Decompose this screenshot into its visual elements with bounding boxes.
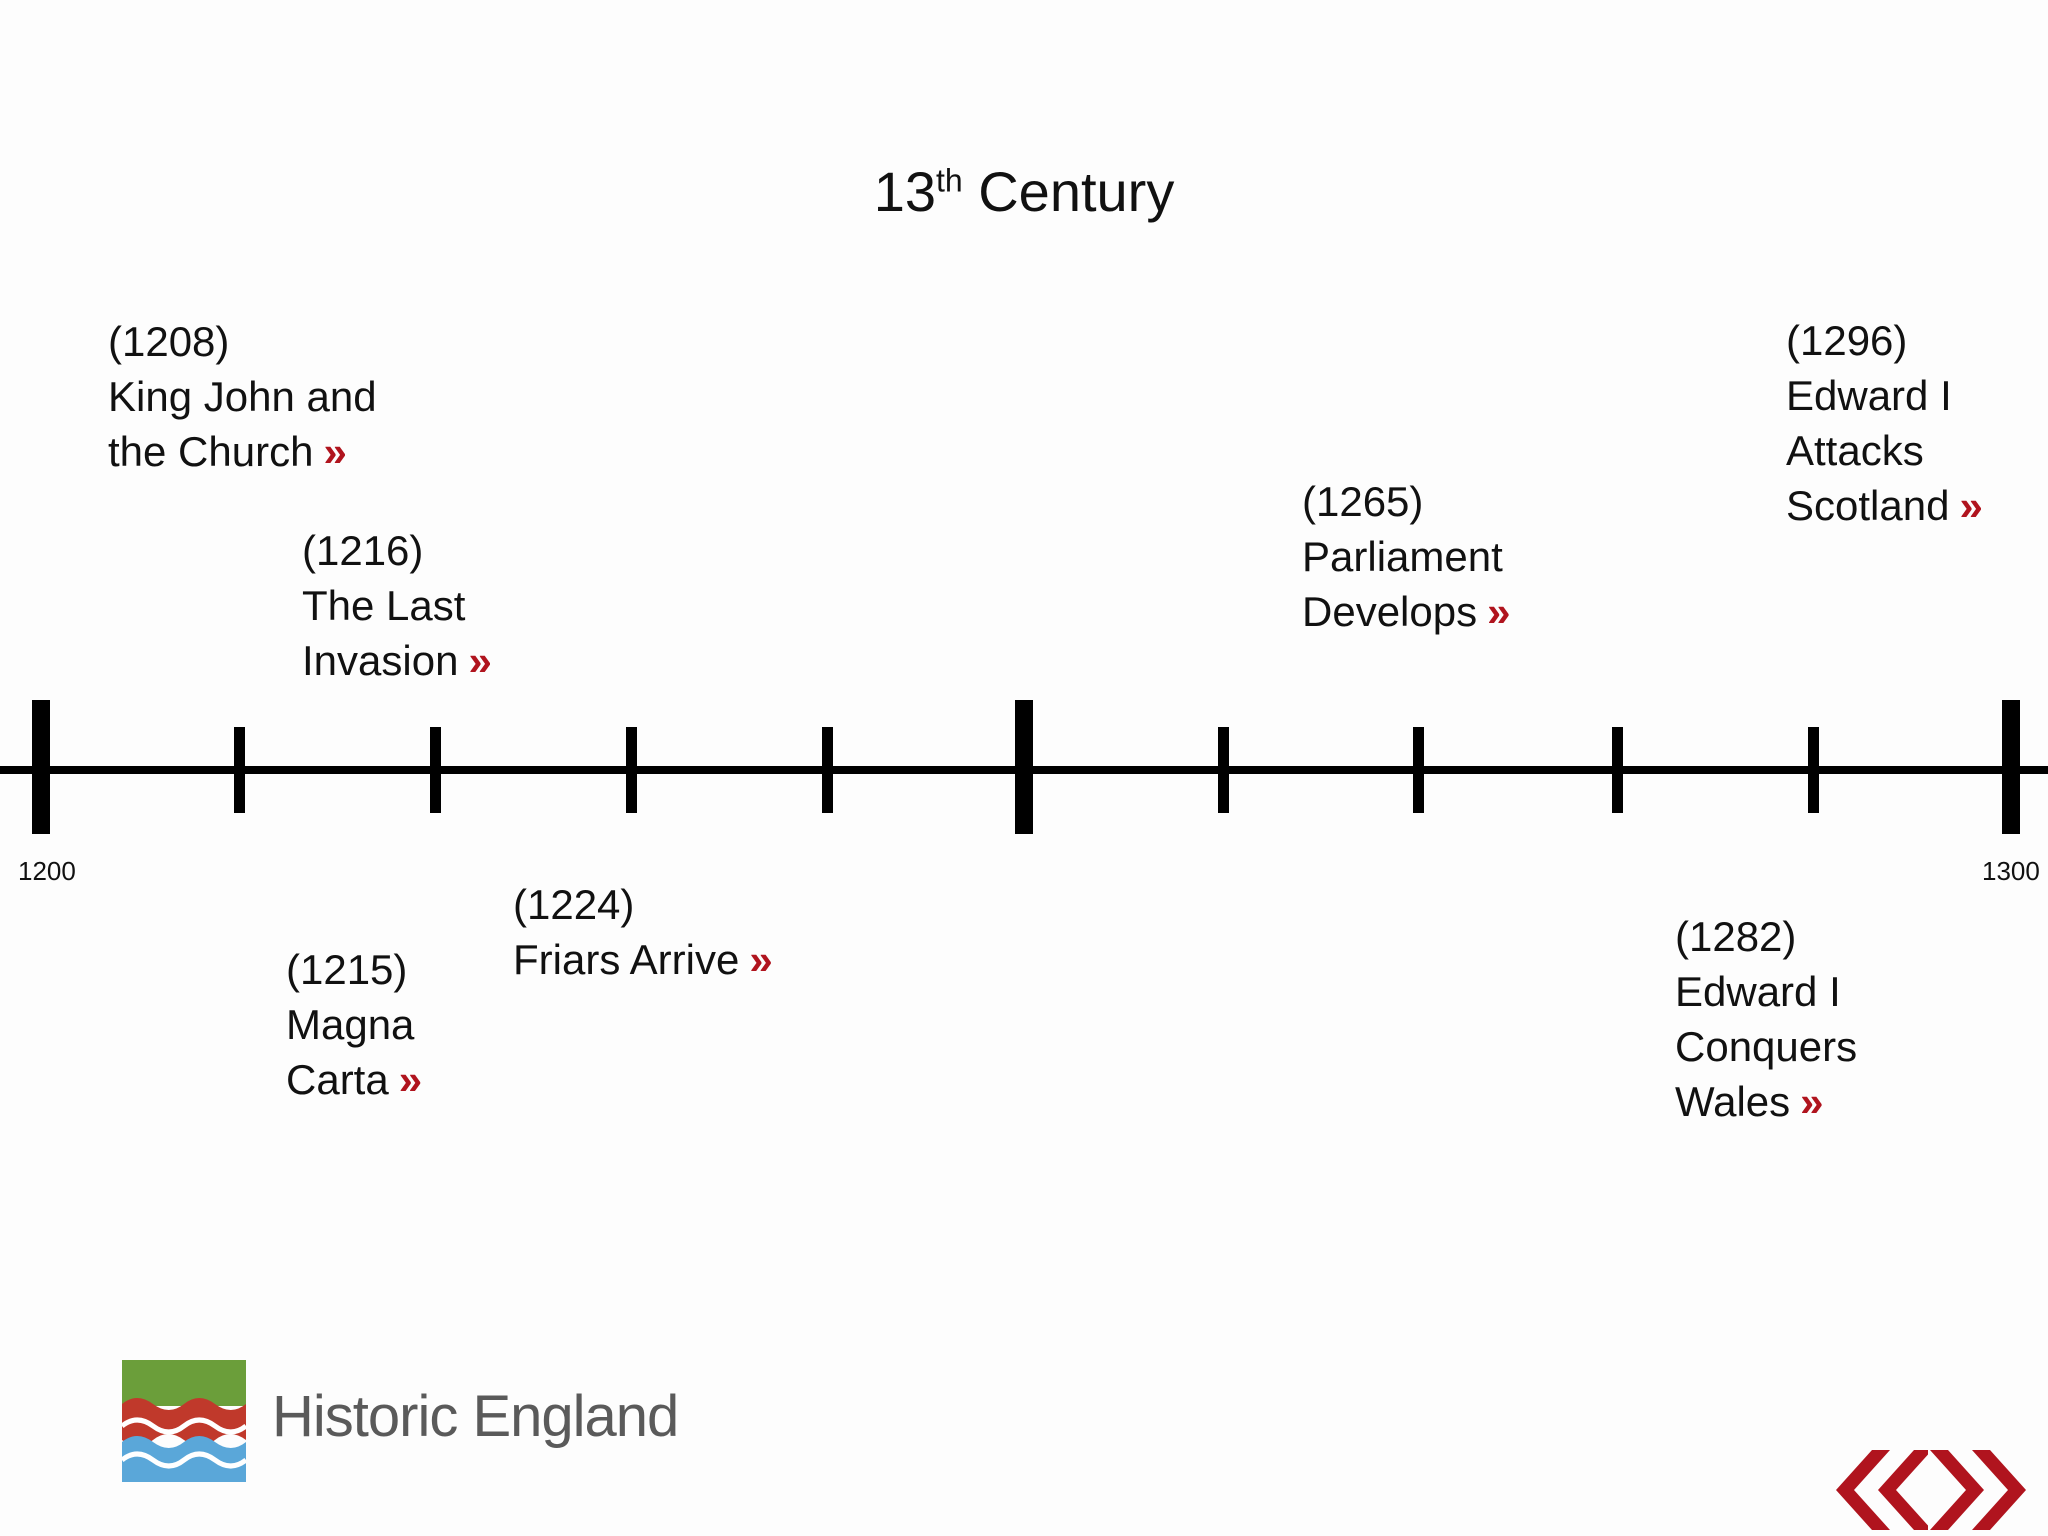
timeline-tick — [626, 727, 637, 813]
title-number: 13 — [873, 160, 936, 223]
event-year: (1265) — [1302, 478, 1424, 525]
axis-start-label: 1200 — [18, 856, 76, 886]
timeline-tick-major — [2002, 700, 2020, 834]
timeline-tick-major — [1015, 700, 1033, 834]
event-title-line: Conquers — [1675, 1023, 1858, 1070]
event-title-line: Invasion — [302, 637, 459, 684]
title-superscript: th — [935, 162, 963, 199]
event-1296[interactable]: (1296) Edward I Attacks Scotland» — [1786, 313, 1983, 533]
event-1215[interactable]: (1215) Magna Carta» — [286, 942, 422, 1107]
timeline-tick — [430, 727, 441, 813]
event-1282[interactable]: (1282) Edward I Conquers Wales» — [1675, 909, 1857, 1129]
more-link-icon[interactable]: » — [468, 637, 492, 684]
event-year: (1215) — [286, 946, 408, 993]
brand-name: Historic England — [272, 1384, 679, 1449]
event-year: (1216) — [302, 527, 424, 574]
double-chevron-right-icon[interactable] — [1930, 1432, 2030, 1536]
more-link-icon[interactable]: » — [1487, 588, 1511, 635]
timeline-tick-major — [32, 700, 50, 834]
event-title-line: the Church — [108, 428, 314, 475]
event-title-line: The Last — [302, 582, 466, 629]
timeline-tick — [234, 727, 245, 813]
more-link-icon[interactable]: » — [1800, 1078, 1824, 1125]
title-text: Century — [962, 160, 1175, 223]
historic-england-logo-icon — [122, 1360, 246, 1482]
event-title-line: Carta — [286, 1056, 389, 1103]
event-1216[interactable]: (1216) The Last Invasion» — [302, 523, 492, 688]
event-year: (1282) — [1675, 913, 1797, 960]
event-title-line: Scotland — [1786, 482, 1950, 529]
more-link-icon[interactable]: » — [323, 428, 347, 475]
event-title-line: Friars Arrive — [513, 936, 740, 983]
timeline-tick — [822, 727, 833, 813]
event-1265[interactable]: (1265) Parliament Develops» — [1302, 474, 1510, 639]
more-link-icon[interactable]: » — [398, 1056, 423, 1103]
event-year: (1296) — [1786, 317, 1908, 364]
event-title-line: Attacks — [1786, 427, 1924, 474]
event-1224[interactable]: (1224) Friars Arrive» — [513, 877, 773, 987]
event-title-line: Wales — [1675, 1078, 1791, 1125]
timeline-tick — [1218, 727, 1229, 813]
more-link-icon[interactable]: » — [749, 936, 773, 983]
event-title-line: Edward I — [1675, 968, 1841, 1015]
timeline-tick — [1612, 727, 1623, 813]
axis-end-label: 1300 — [1982, 856, 2040, 886]
page-title: 13th Century — [0, 158, 2048, 226]
double-chevron-left-icon[interactable] — [1828, 1432, 1928, 1536]
timeline-tick — [1808, 727, 1819, 813]
event-1208[interactable]: (1208) King John and the Church» — [108, 314, 377, 479]
timeline-tick — [1413, 727, 1424, 813]
event-title-line: Parliament — [1302, 533, 1503, 580]
event-title-line: King John and — [108, 373, 377, 420]
event-year: (1224) — [513, 881, 635, 928]
event-title-line: Edward I — [1786, 372, 1952, 419]
event-title-line: Magna — [286, 1001, 415, 1048]
more-link-icon[interactable]: » — [1959, 482, 1983, 529]
event-year: (1208) — [108, 318, 230, 365]
event-title-line: Develops — [1302, 588, 1478, 635]
